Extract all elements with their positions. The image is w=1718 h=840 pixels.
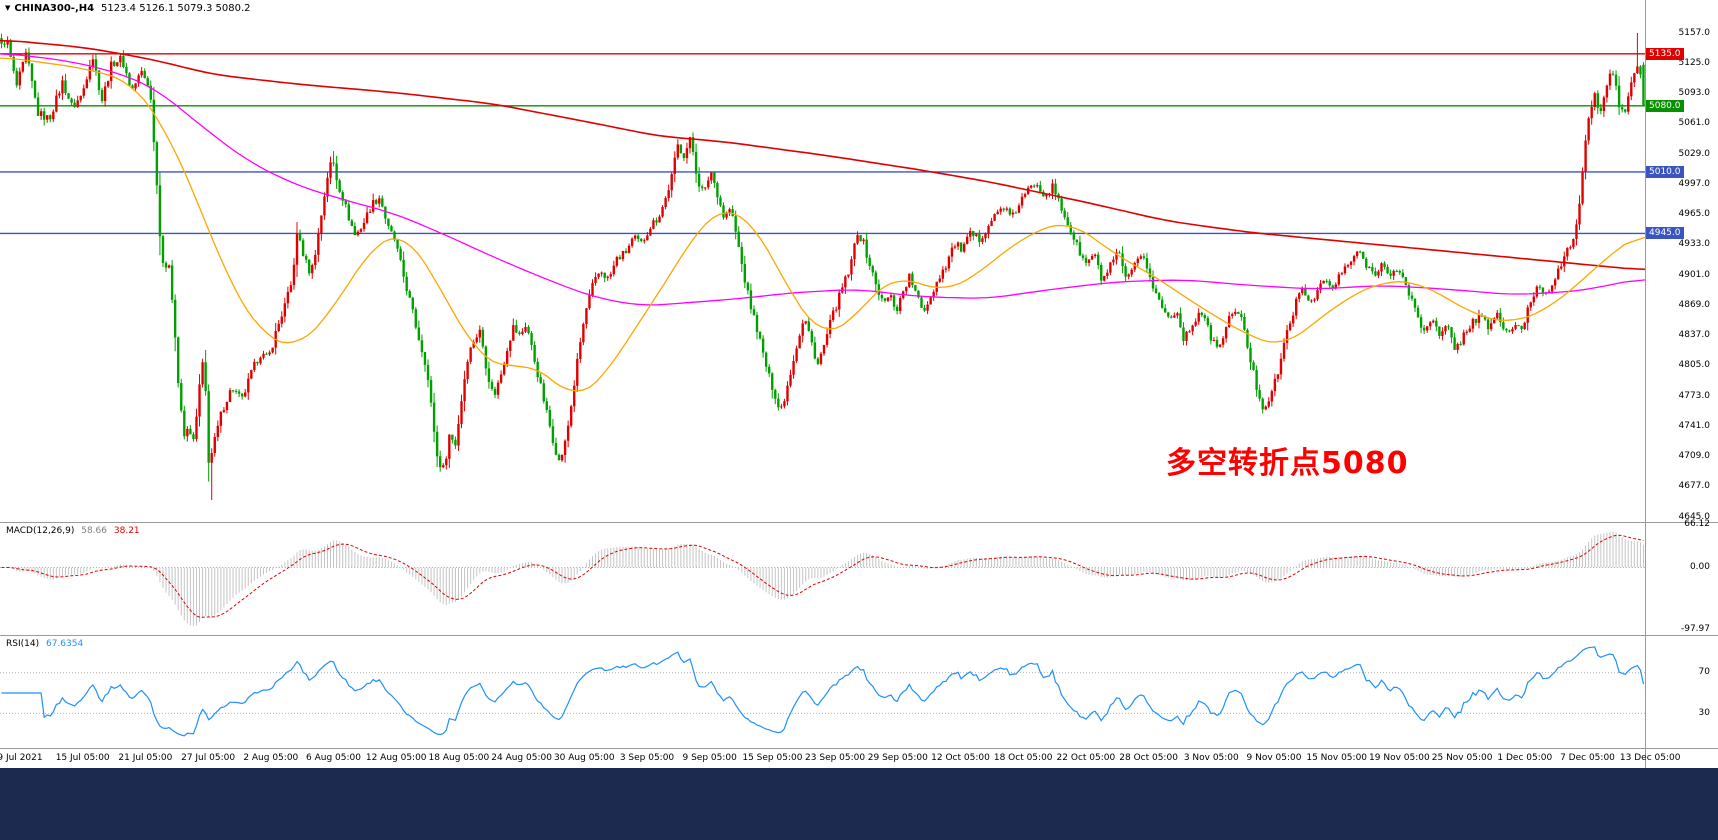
ohlc-values: 5123.4 5126.1 5079.3 5080.2 [101, 3, 251, 14]
time-tick-label: 3 Nov 05:00 [1183, 753, 1239, 763]
time-tick-label: 18 Aug 05:00 [428, 753, 490, 763]
time-tick-label: 21 Jul 05:00 [118, 753, 173, 763]
price-level-tag: 5080.0 [1646, 99, 1684, 112]
price-tick-label: 4645.0 [1678, 511, 1711, 522]
time-tick-label: 22 Oct 05:00 [1056, 753, 1116, 763]
macd-signal-value: 38.21 [113, 526, 140, 536]
price-tick-label: 4741.0 [1678, 420, 1711, 431]
time-tick-label: 6 Aug 05:00 [306, 753, 361, 763]
macd-scale-max: 66.12 [1684, 519, 1710, 529]
time-tick-label: 9 Nov 05:00 [1246, 753, 1302, 763]
time-tick-label: 9 Sep 05:00 [682, 753, 737, 763]
time-tick-label: 24 Aug 05:00 [491, 753, 552, 763]
footer-bar [0, 768, 1718, 840]
price-tick-label: 4773.0 [1678, 390, 1711, 401]
time-tick-label: 1 Dec 05:00 [1497, 753, 1553, 763]
price-level-tag: 5135.0 [1646, 47, 1684, 60]
chart-header: ▼ CHINA300-,H4 5123.4 5126.1 5079.3 5080.… [5, 3, 251, 14]
price-tick-label: 4709.0 [1678, 451, 1711, 461]
macd-scale-min: -97.97 [1680, 624, 1710, 634]
rsi-value: 67.6354 [45, 639, 84, 649]
time-tick-label: 7 Dec 05:00 [1560, 753, 1615, 763]
time-tick-label: 19 Nov 05:00 [1369, 753, 1430, 763]
time-tick-label: 2 Aug 05:00 [243, 753, 299, 763]
time-tick-label: 13 Dec 05:00 [1619, 753, 1681, 763]
price-tick-label: 4677.0 [1678, 481, 1711, 492]
price-tick-label: 5029.0 [1678, 148, 1711, 159]
price-tick-label: 4805.0 [1678, 360, 1711, 371]
time-tick-label: 25 Nov 05:00 [1431, 753, 1493, 763]
time-tick-label: 3 Sep 05:00 [619, 753, 675, 763]
time-tick-label: 12 Oct 05:00 [931, 753, 990, 763]
symbol-menu-icon[interactable]: ▼ [5, 4, 11, 12]
macd-scale-zero: 0.00 [1689, 562, 1710, 573]
time-tick-label: 27 Jul 05:00 [181, 753, 236, 763]
price-tick-label: 4901.0 [1678, 269, 1711, 280]
rsi-label: RSI(14) [6, 639, 40, 649]
time-tick-label: 15 Nov 05:00 [1306, 753, 1368, 763]
price-tick-label: 5157.0 [1678, 27, 1711, 38]
time-tick-label: 15 Jul 05:00 [55, 753, 110, 763]
price-tick-label: 4869.0 [1678, 299, 1711, 310]
price-level-tag: 4945.0 [1646, 227, 1684, 240]
rsi-upper-level-label: 70 [1698, 667, 1710, 678]
time-tick-label: 15 Sep 05:00 [742, 753, 803, 763]
chart-canvas[interactable] [0, 0, 1718, 768]
time-tick-label: 30 Aug 05:00 [553, 753, 615, 763]
price-tick-label: 4997.0 [1678, 178, 1711, 189]
time-tick-label: 23 Sep 05:00 [805, 753, 866, 763]
price-tick-label: 4965.0 [1678, 209, 1711, 219]
macd-main-value: 58.66 [81, 526, 107, 536]
time-tick-label: 28 Oct 05:00 [1119, 753, 1178, 763]
price-tick-label: 5093.0 [1678, 88, 1711, 98]
rsi-label-row: RSI(14) 67.6354 [6, 639, 87, 649]
time-tick-label: 29 Sep 05:00 [867, 753, 928, 763]
macd-label-row: MACD(12,26,9) 58.66 38.21 [6, 526, 144, 536]
rsi-lower-level-label: 30 [1698, 707, 1710, 718]
price-tick-label: 4837.0 [1678, 330, 1711, 340]
time-tick-label: 9 Jul 2021 [0, 753, 43, 763]
price-tick-label: 5125.0 [1678, 57, 1711, 68]
price-tick-label: 4933.0 [1678, 239, 1711, 250]
annotation-text: 多空转折点5080 [1166, 446, 1409, 481]
symbol-timeframe-label: CHINA300-,H4 [14, 3, 95, 14]
macd-label: MACD(12,26,9) [6, 526, 75, 536]
time-tick-label: 12 Aug 05:00 [365, 753, 427, 763]
price-tick-label: 5061.0 [1678, 118, 1711, 129]
price-level-tag: 5010.0 [1646, 165, 1684, 178]
time-tick-label: 18 Oct 05:00 [993, 753, 1053, 763]
